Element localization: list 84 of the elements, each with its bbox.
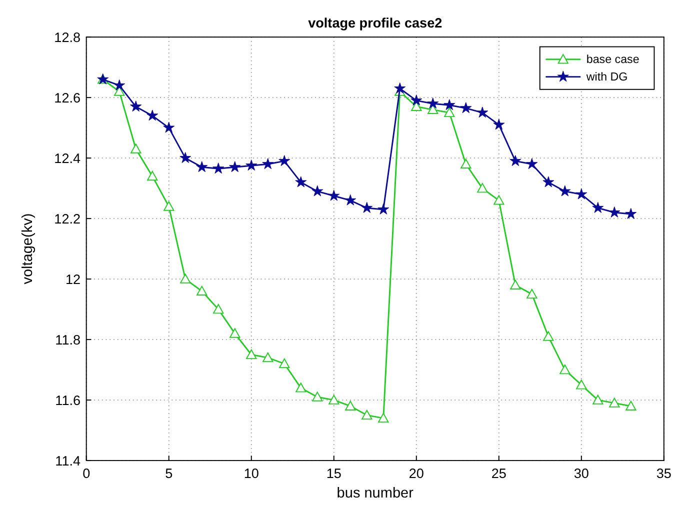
point [576, 380, 587, 390]
point [295, 176, 307, 188]
point [164, 201, 174, 211]
point [114, 86, 125, 96]
legend-label: with DG [585, 70, 628, 84]
point [526, 158, 538, 170]
y-tick-label: 12.8 [54, 30, 81, 45]
point [196, 161, 208, 172]
point [180, 152, 192, 163]
point [626, 400, 636, 410]
x-axis-title: bus number [336, 485, 414, 502]
point [526, 288, 538, 299]
point [444, 107, 455, 118]
point [229, 161, 241, 172]
point [592, 394, 604, 404]
point [147, 170, 158, 181]
point [296, 382, 306, 392]
point [146, 110, 158, 121]
point [428, 104, 438, 114]
point [609, 398, 620, 408]
point [278, 155, 290, 166]
point [476, 106, 488, 118]
point [576, 188, 588, 200]
point [592, 202, 604, 213]
y-tick-label: 12.4 [54, 150, 81, 166]
y-tick-label: 12.2 [54, 211, 81, 226]
point [130, 100, 142, 112]
point [262, 352, 274, 362]
legend-label: base case [586, 53, 640, 66]
point [608, 206, 620, 218]
point [213, 304, 224, 314]
y-tick-label: 12 [65, 272, 81, 287]
point [477, 182, 488, 193]
point [246, 160, 258, 171]
point [411, 101, 422, 112]
chart-title: voltage profile case2 [308, 15, 442, 30]
point [378, 412, 389, 423]
point [494, 195, 504, 205]
point [312, 185, 324, 196]
x-tick-label: 15 [326, 466, 342, 481]
point [230, 328, 240, 338]
point [361, 202, 373, 213]
point [180, 274, 191, 284]
point [560, 364, 570, 374]
point [246, 349, 257, 360]
y-tick-label: 12.6 [54, 90, 81, 106]
point [510, 155, 522, 166]
point [328, 190, 340, 201]
point [362, 410, 372, 420]
point [196, 286, 208, 296]
point [543, 331, 554, 341]
point [444, 99, 456, 110]
point [312, 392, 323, 402]
point [378, 203, 390, 214]
point [130, 144, 142, 154]
x-tick-label: 10 [244, 466, 259, 481]
point [542, 176, 554, 188]
point [460, 158, 472, 168]
point [625, 208, 637, 219]
point [344, 194, 356, 206]
point [262, 158, 274, 170]
y-tick-label: 11.4 [55, 453, 81, 468]
point [559, 185, 571, 196]
x-tick-label: 25 [491, 466, 506, 481]
point [345, 400, 356, 410]
x-tick-label: 20 [408, 466, 424, 481]
point [460, 102, 472, 114]
point [163, 122, 175, 133]
y-tick-label: 11.8 [55, 332, 81, 348]
y-axis-title: voltage(kv) [20, 213, 36, 284]
point [279, 358, 290, 368]
point [114, 79, 126, 90]
point [493, 118, 505, 130]
x-tick-label: 5 [165, 466, 173, 481]
point [410, 94, 422, 106]
point [394, 82, 406, 94]
point [328, 394, 340, 404]
point [427, 98, 439, 109]
x-tick-label: 30 [574, 466, 589, 481]
x-tick-label: 35 [656, 466, 672, 481]
y-tick-label: 11.6 [55, 392, 81, 408]
x-tick-label: 0 [82, 466, 90, 481]
point [510, 280, 521, 290]
point [212, 162, 224, 174]
